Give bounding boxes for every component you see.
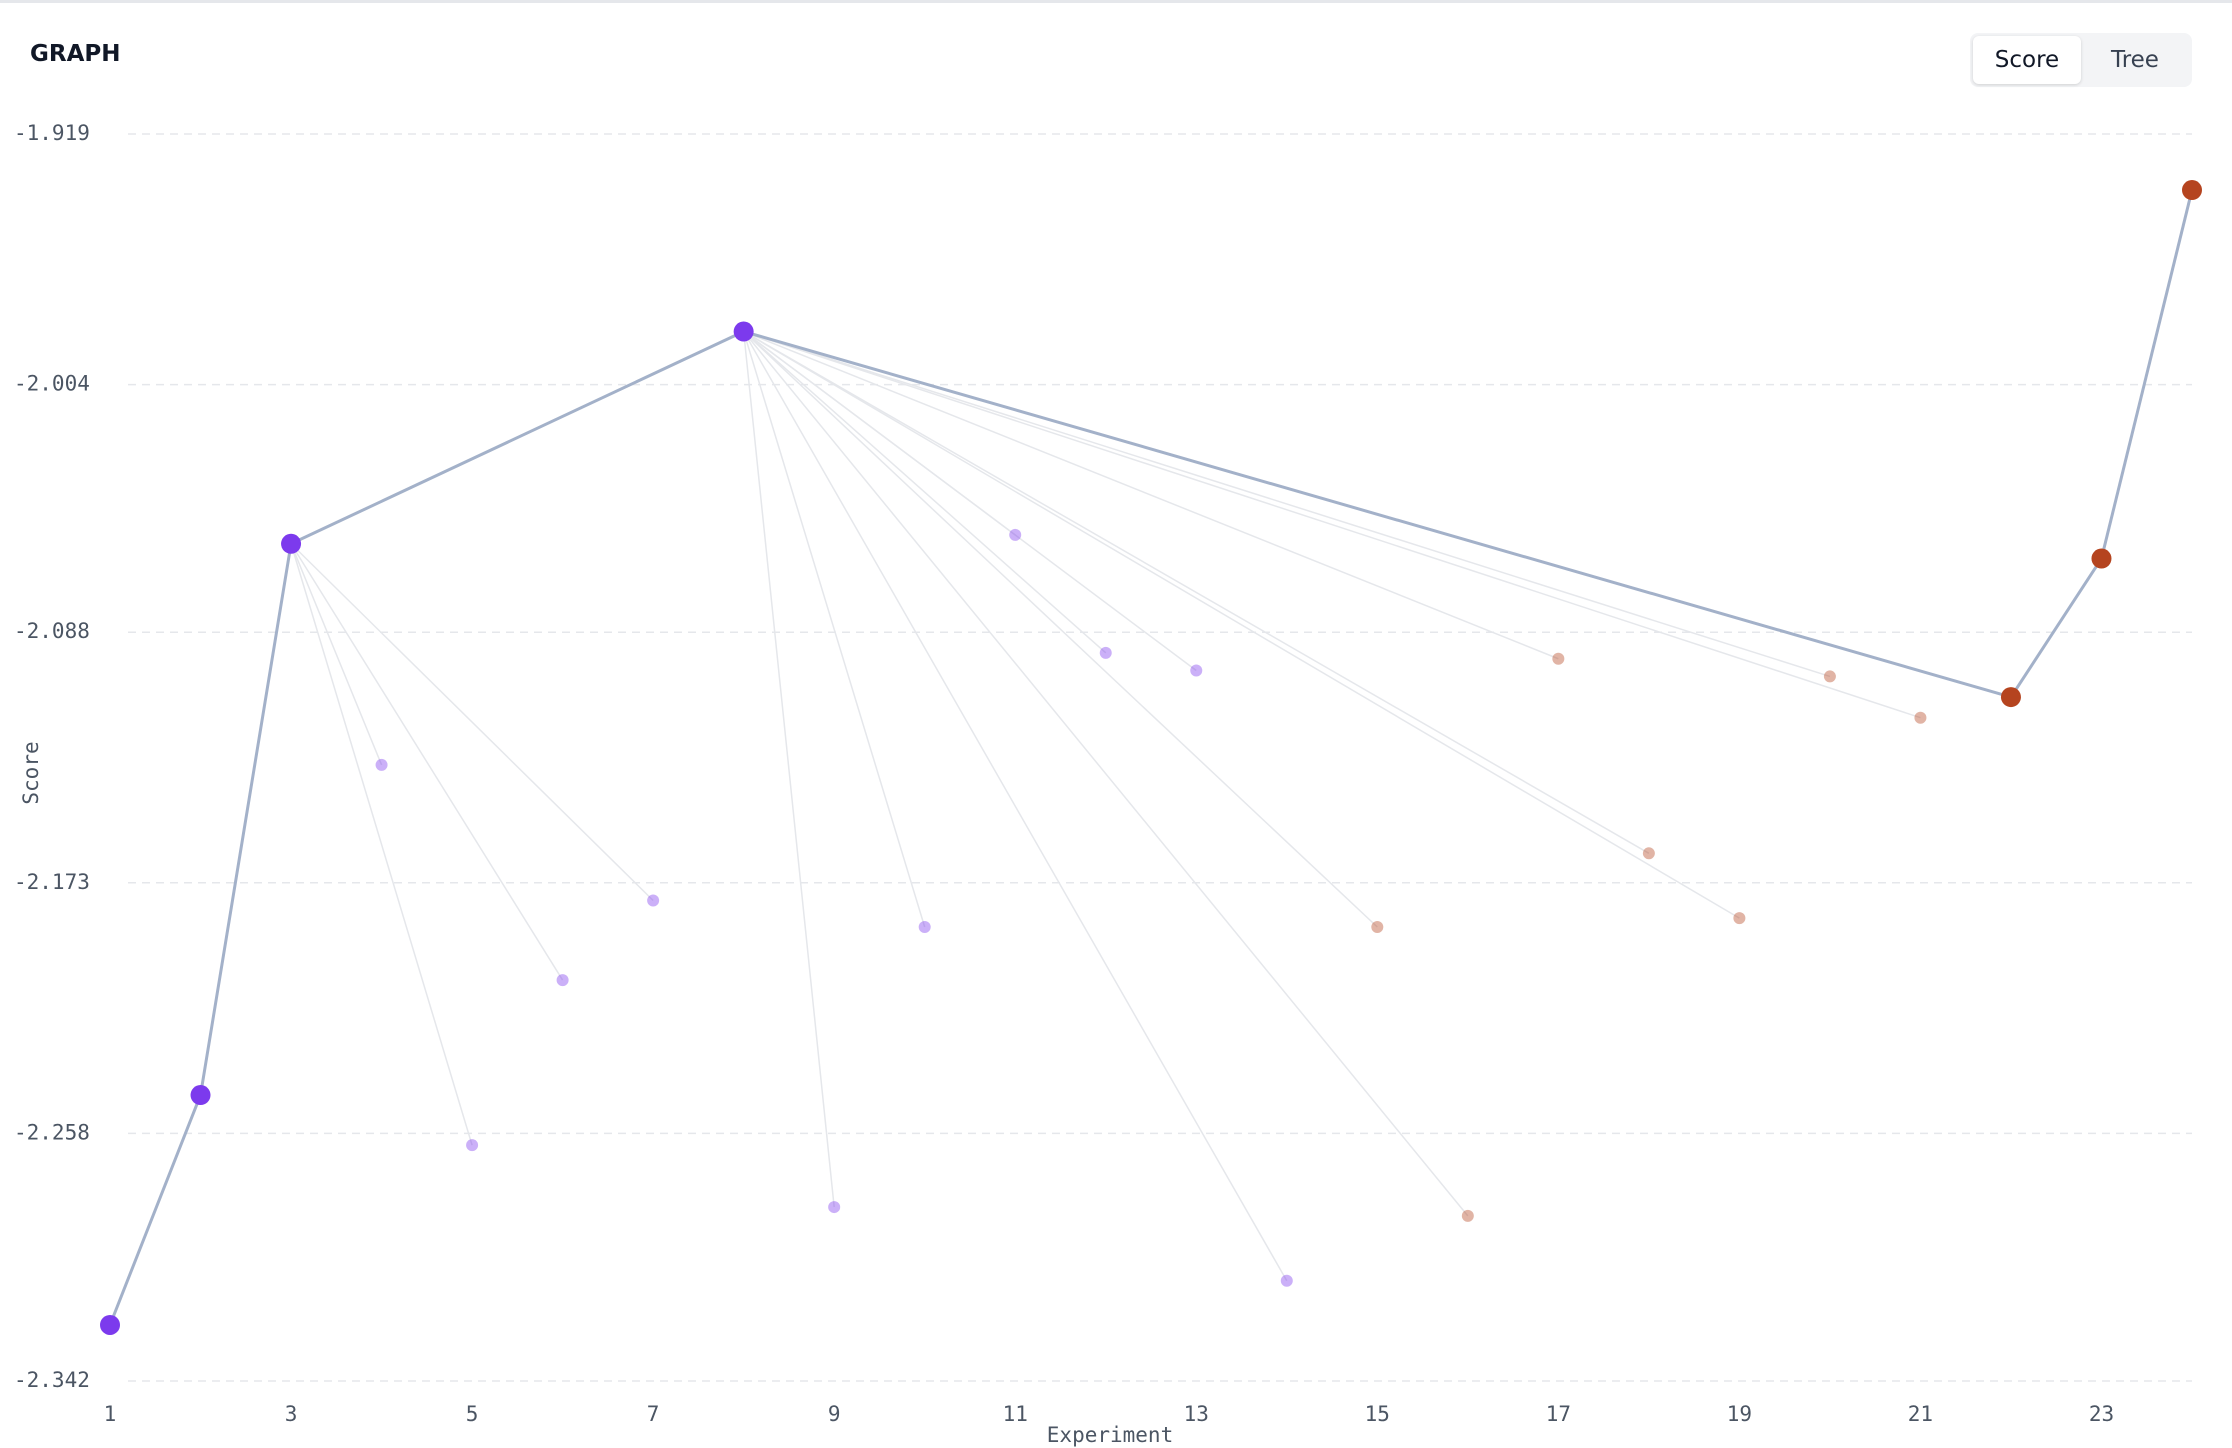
y-axis-label: Score — [19, 741, 43, 804]
edge — [743, 330, 1378, 928]
best-point — [281, 533, 302, 554]
point — [1914, 711, 1927, 724]
point — [1733, 912, 1746, 925]
edge — [290, 543, 383, 766]
edge — [743, 330, 1197, 672]
point — [1461, 1209, 1474, 1222]
point — [1009, 528, 1022, 541]
best-path-edge — [290, 330, 745, 546]
best-point — [2182, 180, 2202, 201]
point — [556, 974, 569, 987]
y-tick-label: -1.919 — [14, 121, 90, 145]
panel-title: GRAPH — [30, 41, 121, 67]
y-tick-label: -2.258 — [14, 1120, 90, 1144]
x-tick-label: 3 — [285, 1402, 298, 1426]
point — [1280, 1274, 1293, 1287]
point — [647, 894, 660, 907]
edge — [743, 330, 1650, 854]
best-path-edge — [2009, 557, 2103, 698]
point — [1371, 921, 1384, 934]
best-path-edge — [108, 1094, 202, 1326]
best-point — [100, 1314, 120, 1335]
best-path-edge — [2100, 189, 2194, 559]
edge — [743, 330, 1740, 919]
point — [466, 1139, 479, 1152]
score-button[interactable]: Score — [1973, 36, 2081, 84]
point — [1099, 646, 1112, 659]
point — [918, 921, 931, 934]
best-point — [733, 321, 754, 342]
chart: Score Experiment -1.919 -2.004 -2.088 -2.17… — [14, 121, 2202, 1447]
edge — [290, 543, 473, 1146]
edge — [743, 330, 1107, 654]
x-tick-label: 5 — [466, 1402, 479, 1426]
x-tick-label: 7 — [647, 1402, 660, 1426]
y-tick-label: -2.088 — [14, 619, 90, 643]
best-path-edge — [743, 330, 2012, 699]
view-toggle: Score Tree — [1970, 33, 2192, 87]
x-tick-label: 19 — [1727, 1402, 1752, 1426]
edge — [742, 331, 835, 1208]
edge — [743, 330, 1921, 719]
x-tick-label: 1 — [104, 1402, 117, 1426]
edge — [743, 330, 1831, 678]
point — [1552, 652, 1565, 665]
edge — [290, 543, 564, 981]
edge — [743, 331, 1288, 1282]
x-tick-label: 9 — [828, 1402, 841, 1426]
point — [375, 758, 388, 771]
edge — [290, 543, 654, 902]
best-point — [190, 1085, 211, 1106]
edge — [743, 330, 1559, 660]
point — [828, 1201, 841, 1214]
x-tick-label: 17 — [1546, 1402, 1571, 1426]
y-tick-label: -2.004 — [14, 372, 90, 396]
x-axis-label: Experiment — [1047, 1423, 1173, 1447]
best-point — [2000, 687, 2021, 708]
tree-button[interactable]: Tree — [2111, 47, 2159, 73]
best-path-edge — [199, 543, 293, 1096]
y-tick-label: -2.342 — [14, 1368, 90, 1392]
x-tick-label: 23 — [2089, 1402, 2114, 1426]
y-tick-label: -2.173 — [14, 870, 90, 894]
point — [1642, 847, 1655, 860]
point — [1190, 664, 1203, 677]
x-tick-label: 21 — [1908, 1402, 1933, 1426]
edge — [743, 331, 1469, 1217]
edge — [742, 331, 926, 928]
x-tick-label: 15 — [1365, 1402, 1390, 1426]
point — [1823, 670, 1836, 683]
x-tick-label: 11 — [1003, 1402, 1028, 1426]
x-tick-label: 13 — [1184, 1402, 1209, 1426]
best-point — [2091, 548, 2112, 569]
